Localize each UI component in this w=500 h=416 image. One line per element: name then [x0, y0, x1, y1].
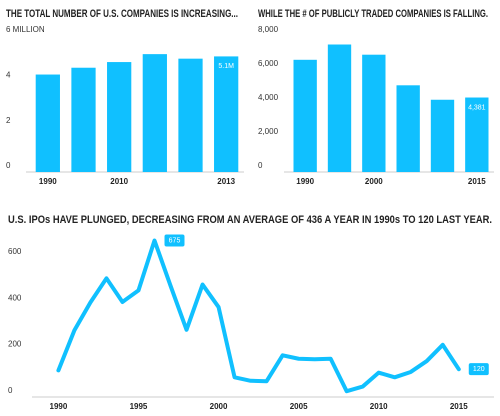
- bar: [465, 97, 489, 172]
- x-tick-label: 2005: [290, 402, 308, 411]
- x-tick-label: 2000: [365, 177, 383, 186]
- y-tick-label: 0: [8, 386, 13, 395]
- y-tick-label: 200: [8, 340, 22, 349]
- y-tick-label: 0: [258, 161, 263, 170]
- bar: [107, 62, 132, 172]
- x-tick-label: 1990: [296, 177, 314, 186]
- y-tick-label: 600: [8, 247, 22, 256]
- bar: [142, 54, 167, 173]
- bar: [327, 44, 352, 172]
- y-tick-label: 4,000: [258, 93, 279, 102]
- value-label-box: [164, 234, 185, 247]
- chart-title: U.S. IPOs HAVE PLUNGED, DECREASING FROM …: [8, 214, 492, 226]
- value-label-box: [468, 363, 489, 376]
- x-tick-label: 1995: [130, 402, 148, 411]
- value-label: 4,381: [468, 104, 486, 111]
- x-tick-label: 2010: [110, 177, 128, 186]
- value-label: 120: [473, 366, 485, 373]
- chart-title: THE TOTAL NUMBER OF U.S. COMPANIES IS IN…: [6, 8, 238, 20]
- chart-title: WHILE THE # OF PUBLICLY TRADED COMPANIES…: [258, 8, 488, 20]
- y-tick-label: 2,000: [258, 127, 279, 136]
- bar: [71, 67, 96, 172]
- value-label: 675: [169, 237, 181, 244]
- x-tick-label: 1990: [50, 402, 68, 411]
- x-tick-label: 2015: [450, 402, 468, 411]
- bar: [430, 99, 455, 172]
- y-tick-label: 8,000: [258, 25, 279, 34]
- y-tick-label: 6,000: [258, 59, 279, 68]
- y-tick-label: 400: [8, 293, 22, 302]
- y-tick-label: 0: [6, 161, 11, 170]
- y-tick-label: 6 MILLION: [6, 25, 45, 34]
- y-tick-label: 4: [6, 70, 11, 79]
- x-tick-label: 2015: [468, 177, 486, 186]
- x-tick-label: 2013: [217, 177, 235, 186]
- bar: [35, 74, 60, 172]
- value-label: 5.1M: [218, 63, 234, 70]
- bar: [293, 59, 317, 172]
- bar: [178, 58, 203, 172]
- x-tick-label: 2010: [370, 402, 388, 411]
- line: [56, 238, 461, 394]
- bar: [396, 85, 420, 172]
- bar: [214, 56, 239, 172]
- x-tick-label: 2000: [210, 402, 228, 411]
- y-tick-label: 2: [6, 116, 11, 125]
- x-tick-label: 1990: [39, 177, 57, 186]
- bar: [362, 54, 386, 173]
